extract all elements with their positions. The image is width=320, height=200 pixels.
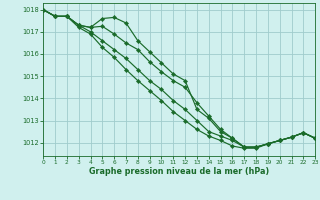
X-axis label: Graphe pression niveau de la mer (hPa): Graphe pression niveau de la mer (hPa): [89, 167, 269, 176]
